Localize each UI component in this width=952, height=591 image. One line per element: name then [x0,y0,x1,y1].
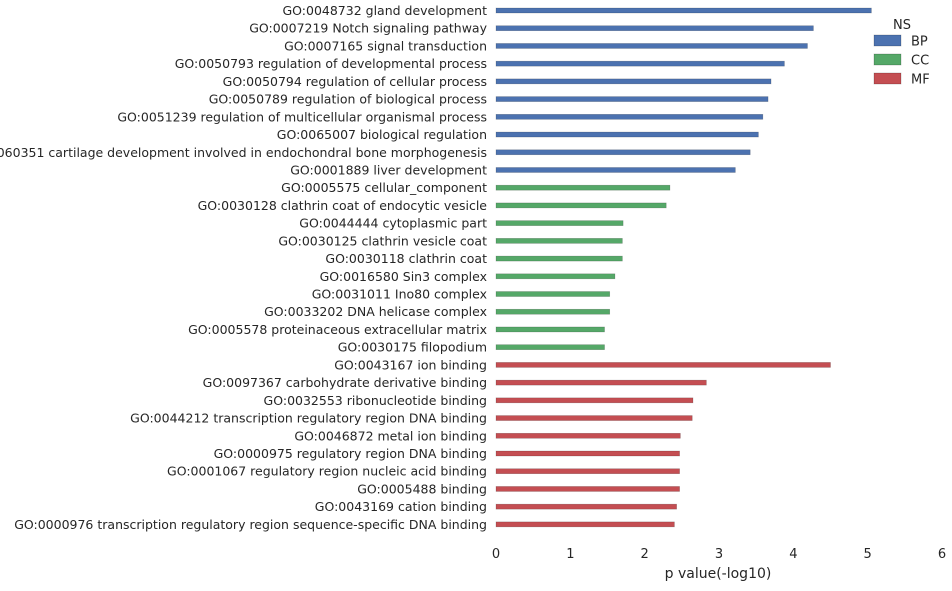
bar [495,255,623,262]
x-tick-label: 2 [641,547,649,562]
category-label: GO:0016580 Sin3 complex [320,269,487,284]
x-tick-label: 0 [492,547,500,562]
category-label: GO:0065007 biological regulation [277,127,487,142]
category-label: GO:0051239 regulation of multicellular o… [117,109,487,124]
category-label: GO:0030128 clathrin coat of endocytic ve… [198,198,488,213]
category-label: GO:0044212 transcription regulatory regi… [130,411,487,426]
bar [495,468,680,475]
category-label: GO:0050793 regulation of developmental p… [175,56,487,71]
category-label: GO:0001889 liver development [290,162,487,177]
legend-label: MF [911,73,930,88]
legend-swatch [873,72,902,85]
x-axis-ticks: 0 1 2 3 4 5 6 [492,547,946,562]
bar [495,96,769,102]
category-labels: GO:0048732 gland development GO:0007219 N… [0,3,488,532]
legend-swatch [873,34,902,47]
category-label: GO:0007219 Notch signaling pathway [249,21,487,36]
bar [495,78,772,85]
category-label: GO:0030125 clathrin vesicle coat [278,233,487,248]
bar [495,344,605,350]
category-label: GO:0044444 cytoplasmic part [299,216,487,231]
category-label: GO:0030175 filopodium [338,340,487,355]
category-label: GO:0050789 regulation of biological proc… [209,92,487,107]
bar [495,114,764,120]
bar [495,291,611,297]
category-label: GO:0030118 clathrin coat [325,251,487,266]
bar [495,7,872,14]
legend-swatch [873,53,902,66]
bar [495,43,808,49]
legend: NS BP CC MF [873,18,930,88]
category-label: GO:0060351 cartilage development involve… [0,145,487,160]
category-label: GO:0046872 metal ion binding [294,428,487,443]
category-label: GO:0000975 regulatory region DNA binding [214,446,487,461]
legend-label: BP [911,35,928,50]
bar [495,308,611,315]
bar [495,131,759,138]
x-tick-label: 6 [938,547,946,562]
category-label: GO:0043167 ion binding [334,357,487,372]
category-label: GO:0005488 binding [357,481,487,496]
category-label: GO:0005578 proteinaceous extracellular m… [188,322,487,337]
x-axis-label: p value(-log10) [665,566,772,582]
bar [495,379,707,386]
bar [495,362,831,368]
bar [495,486,680,492]
bar [495,326,605,333]
bar [495,220,624,226]
legend-title: NS [893,18,911,33]
category-label: GO:0001067 regulatory region nucleic aci… [167,464,487,479]
category-label: GO:0097367 carbohydrate derivative bindi… [203,375,487,390]
bar [495,415,693,421]
bar [495,149,751,156]
x-tick-label: 4 [789,547,797,562]
category-label: GO:0000976 transcription regulatory regi… [14,517,487,532]
bar [495,25,814,32]
bar [495,521,675,528]
category-label: GO:0050794 regulation of cellular proces… [223,74,487,89]
category-label: GO:0031011 Ino80 complex [312,287,487,302]
bar [495,184,671,191]
category-label: GO:0005575 cellular_component [281,180,487,195]
category-label: GO:0007165 signal transduction [284,38,487,53]
bar [495,397,694,404]
bar [495,273,616,280]
category-label: GO:0032553 ribonucleotide binding [264,393,487,408]
bar [495,432,681,439]
bar [495,503,677,510]
bar [495,202,667,209]
bar [495,167,736,173]
bar [495,450,680,457]
x-tick-label: 1 [566,547,574,562]
bar [495,238,623,244]
category-label: GO:0043169 cation binding [315,499,487,514]
x-tick-label: 5 [864,547,872,562]
bar [495,60,785,67]
legend-label: CC [911,54,929,69]
category-label: GO:0048732 gland development [282,3,487,18]
category-label: GO:0033202 DNA helicase complex [264,304,487,319]
x-tick-label: 3 [715,547,723,562]
bars-layer [495,7,872,528]
